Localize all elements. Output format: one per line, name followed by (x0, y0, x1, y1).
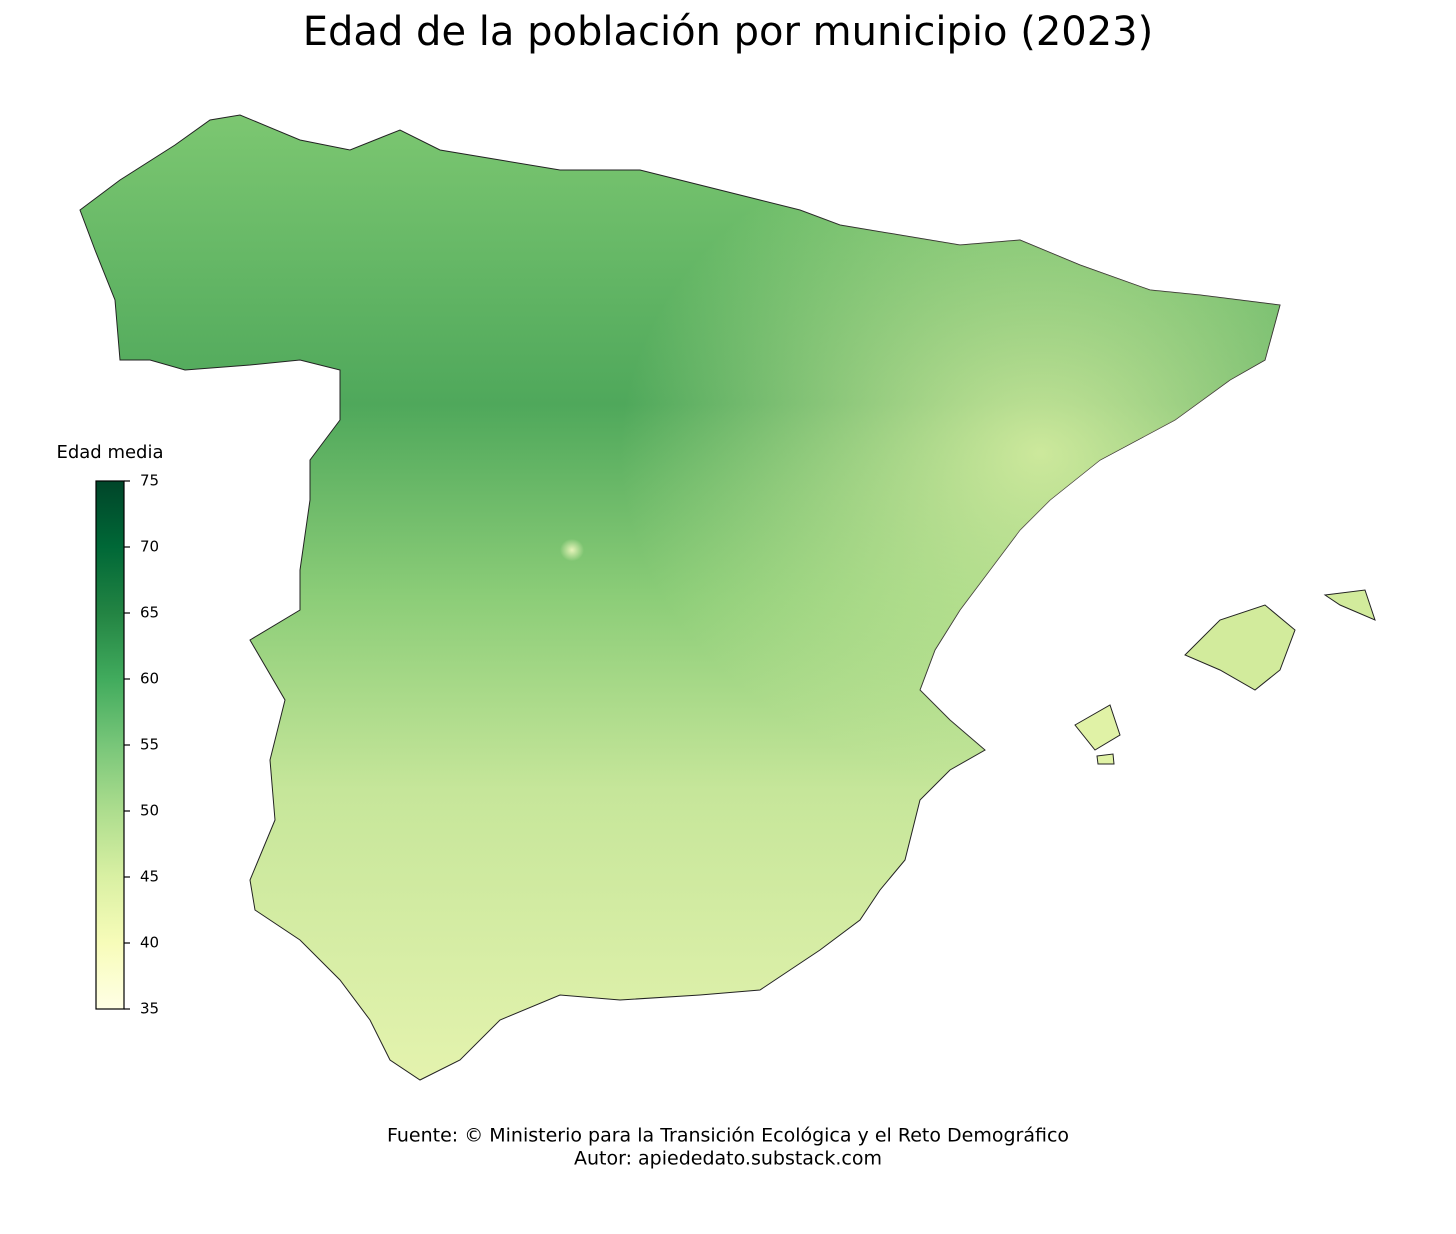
colorbar: 35 40 45 50 55 60 65 70 75 (95, 472, 159, 1018)
map-title: Edad de la población por municipio (2023… (303, 9, 1153, 55)
colorbar-tick-label: 45 (140, 868, 159, 886)
source-note: Fuente: © Ministerio para la Transición … (387, 1125, 1069, 1147)
colorbar-tick-label: 55 (140, 736, 159, 754)
colorbar-tick-label: 50 (140, 802, 159, 820)
colorbar-tick-label: 65 (140, 604, 159, 622)
colorbar-label: Edad media (56, 442, 163, 463)
mainland-east-tone (80, 115, 1280, 1080)
colorbar-tick-label: 35 (140, 1000, 159, 1018)
menorca (1323, 589, 1376, 621)
author-note: Autor: apiededato.substack.com (574, 1148, 882, 1170)
mallorca (1184, 604, 1296, 691)
colorbar-tick-label: 60 (140, 670, 159, 688)
colorbar-bar (95, 480, 125, 1010)
spain-map (79, 114, 1376, 1081)
madrid-area (515, 480, 665, 620)
colorbar-tick-label: 40 (140, 934, 159, 952)
formentera (1096, 753, 1115, 765)
colorbar-tick-label: 70 (140, 538, 159, 556)
ibiza (1074, 704, 1121, 751)
colorbar-tick-label: 75 (140, 472, 159, 490)
